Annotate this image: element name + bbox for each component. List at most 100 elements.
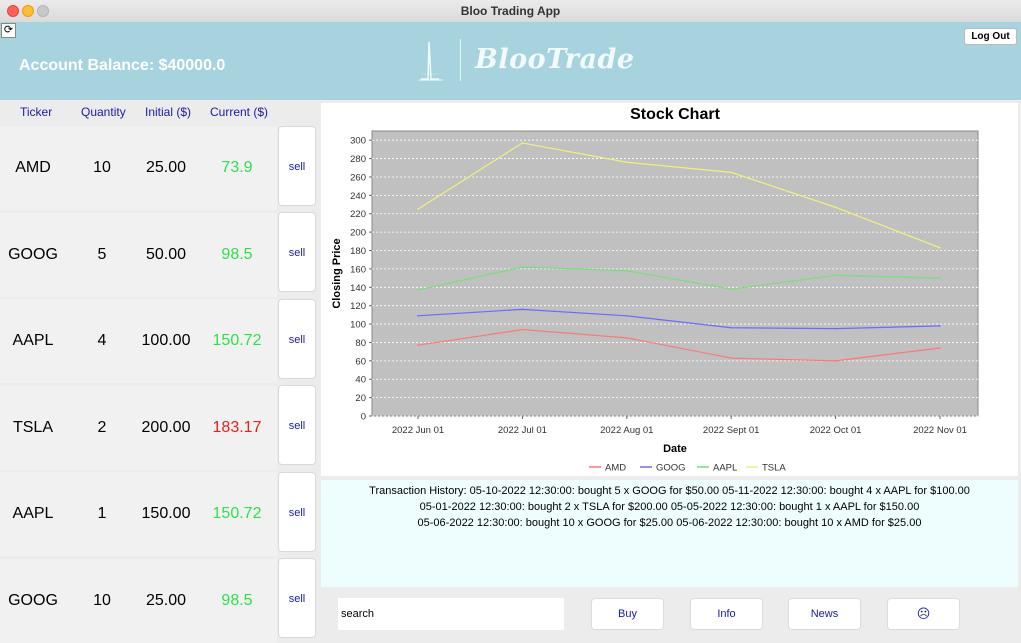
zoom-window-button[interactable]	[37, 5, 49, 17]
logo-chart-icon	[419, 41, 443, 81]
column-header-initial: Initial ($)	[145, 105, 192, 119]
data-point-goog	[626, 314, 628, 317]
current-price-cell: 98.5	[221, 591, 253, 609]
refresh-icon[interactable]: ⟳	[1, 23, 16, 38]
data-point-amd	[521, 328, 524, 331]
data-point-aapl	[939, 277, 941, 279]
legend-label-aapl: AAPL	[713, 463, 737, 474]
column-header-ticker: Ticker	[20, 105, 53, 119]
data-point-aapl	[834, 274, 837, 277]
search-input[interactable]	[338, 598, 564, 630]
x-tick-label: 2022 Jul 01	[498, 425, 547, 436]
window-titlebar: Bloo Trading App	[0, 0, 1021, 23]
sell-button[interactable]: sell	[278, 471, 316, 552]
portfolio-row: TSLA 2 200.00 183.17	[0, 385, 277, 470]
ticker-cell: GOOG	[8, 591, 58, 609]
sad-face-icon[interactable]: ☹	[887, 598, 960, 630]
quantity-cell: 4	[97, 332, 107, 349]
data-point-tsla	[626, 161, 628, 164]
y-axis-label: Closing Price	[331, 238, 343, 308]
y-tick-label: 280	[350, 154, 366, 165]
current-price-cell: 73.9	[221, 159, 253, 176]
portfolio-row: AAPL 4 100.00 150.72	[0, 299, 277, 383]
data-point-amd	[834, 360, 837, 362]
plot-area	[371, 130, 979, 417]
window-title: Bloo Trading App	[460, 4, 561, 18]
portfolio-row: AMD 10 25.00 73.9	[0, 126, 277, 210]
data-point-goog	[521, 308, 524, 311]
initial-price-cell: 50.00	[145, 245, 187, 263]
x-tick-label: 2022 Jun 01	[392, 425, 444, 436]
transaction-history-panel: Transaction History: 05-10-2022 12:30:00…	[321, 480, 1018, 587]
data-point-tsla	[521, 142, 524, 144]
quantity-cell: 10	[93, 591, 111, 609]
data-point-goog	[730, 326, 732, 329]
sell-button[interactable]: sell	[278, 212, 316, 292]
y-tick-label: 220	[350, 209, 366, 220]
data-point-goog	[834, 327, 837, 330]
y-tick-label: 80	[355, 338, 366, 349]
initial-price-cell: 25.00	[145, 159, 187, 176]
y-tick-label: 160	[350, 264, 366, 275]
quantity-cell: 2	[97, 418, 107, 436]
data-point-tsla	[834, 206, 837, 209]
current-price-cell: 150.72	[212, 505, 262, 522]
portfolio-table: Ticker Quantity Initial ($) Current ($) …	[0, 100, 320, 643]
column-header-current: Current ($)	[210, 105, 269, 119]
logo-divider	[460, 39, 461, 81]
x-tick-label: 2022 Aug 01	[600, 425, 653, 436]
series-line-amd	[417, 328, 941, 362]
data-point-aapl	[730, 288, 732, 290]
series-line-tsla	[417, 142, 941, 249]
chart-title: Stock Chart	[630, 106, 720, 123]
initial-price-cell: 150.00	[141, 505, 191, 522]
y-tick-label: 200	[350, 228, 366, 239]
data-point-goog	[939, 325, 941, 327]
data-point-aapl	[626, 269, 628, 272]
data-point-tsla	[730, 171, 732, 174]
close-window-button[interactable]	[7, 5, 19, 17]
data-point-amd	[417, 344, 419, 347]
series-line-goog	[417, 308, 941, 330]
news-button[interactable]: News	[788, 598, 861, 630]
data-point-tsla	[417, 208, 419, 210]
ticker-cell: TSLA	[12, 418, 53, 436]
logout-button[interactable]: Log Out	[964, 28, 1017, 45]
x-tick-label: 2022 Oct 01	[810, 425, 862, 436]
ticker-cell: AMD	[15, 159, 51, 176]
series-line-aapl	[417, 266, 941, 291]
x-axis-label: Date	[663, 443, 687, 455]
sell-button[interactable]: sell	[278, 125, 316, 206]
ticker-cell: AAPL	[12, 332, 54, 349]
blootrade-logo: BlooTrade	[413, 36, 634, 84]
sell-button[interactable]: sell	[278, 385, 316, 465]
buy-button[interactable]: Buy	[591, 598, 664, 630]
y-tick-label: 60	[355, 356, 366, 367]
account-balance: Account Balance: $40000.0	[19, 57, 226, 74]
data-point-aapl	[521, 266, 524, 268]
initial-price-cell: 100.00	[141, 332, 191, 349]
quantity-cell: 1	[97, 505, 107, 522]
x-tick-label: 2022 Nov 01	[913, 425, 967, 436]
portfolio-row: AAPL 1 150.00 150.72	[0, 472, 277, 556]
y-tick-label: 100	[350, 320, 366, 331]
y-tick-label: 20	[355, 393, 366, 404]
logo-text: BlooTrade	[475, 44, 635, 75]
data-point-aapl	[417, 289, 419, 291]
current-price-cell: 183.17	[212, 418, 262, 436]
portfolio-row: GOOG 10 25.00 98.5	[0, 558, 277, 643]
data-point-amd	[626, 337, 628, 339]
minimize-window-button[interactable]	[22, 5, 34, 17]
transaction-line: 05-01-2022 12:30:00: bought 2 x TSLA for…	[419, 501, 920, 513]
stock-chart: Stock Chart 0 20 40 60 80 100 120 140 160 180 200 22…	[331, 106, 979, 474]
info-button[interactable]: Info	[690, 598, 763, 630]
quantity-cell: 5	[97, 245, 107, 263]
transaction-line: Transaction History: 05-10-2022 12:30:00…	[369, 485, 970, 497]
sell-button[interactable]: sell	[278, 298, 316, 379]
action-bar: Buy Info News ☹	[321, 590, 1018, 642]
y-tick-label: 120	[350, 301, 366, 312]
sell-button[interactable]: sell	[278, 558, 316, 638]
y-tick-label: 140	[350, 283, 366, 294]
legend-label-tsla: TSLA	[762, 463, 786, 474]
column-header-quantity: Quantity	[81, 105, 126, 119]
